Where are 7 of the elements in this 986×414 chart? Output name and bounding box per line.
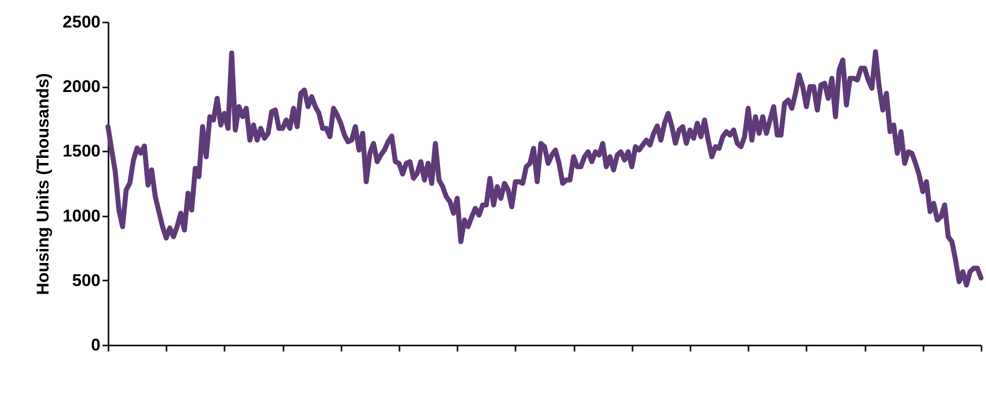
y-axis-title: Housing Units (Thousands) (34, 73, 53, 295)
y-tick-label: 1500 (62, 142, 100, 161)
y-tick-label: 2000 (62, 77, 100, 96)
y-tick-label: 2500 (62, 12, 100, 32)
y-tick-label: 0 (91, 336, 100, 354)
y-tick-label: 500 (72, 270, 100, 290)
y-tick-label: 1000 (62, 206, 100, 226)
